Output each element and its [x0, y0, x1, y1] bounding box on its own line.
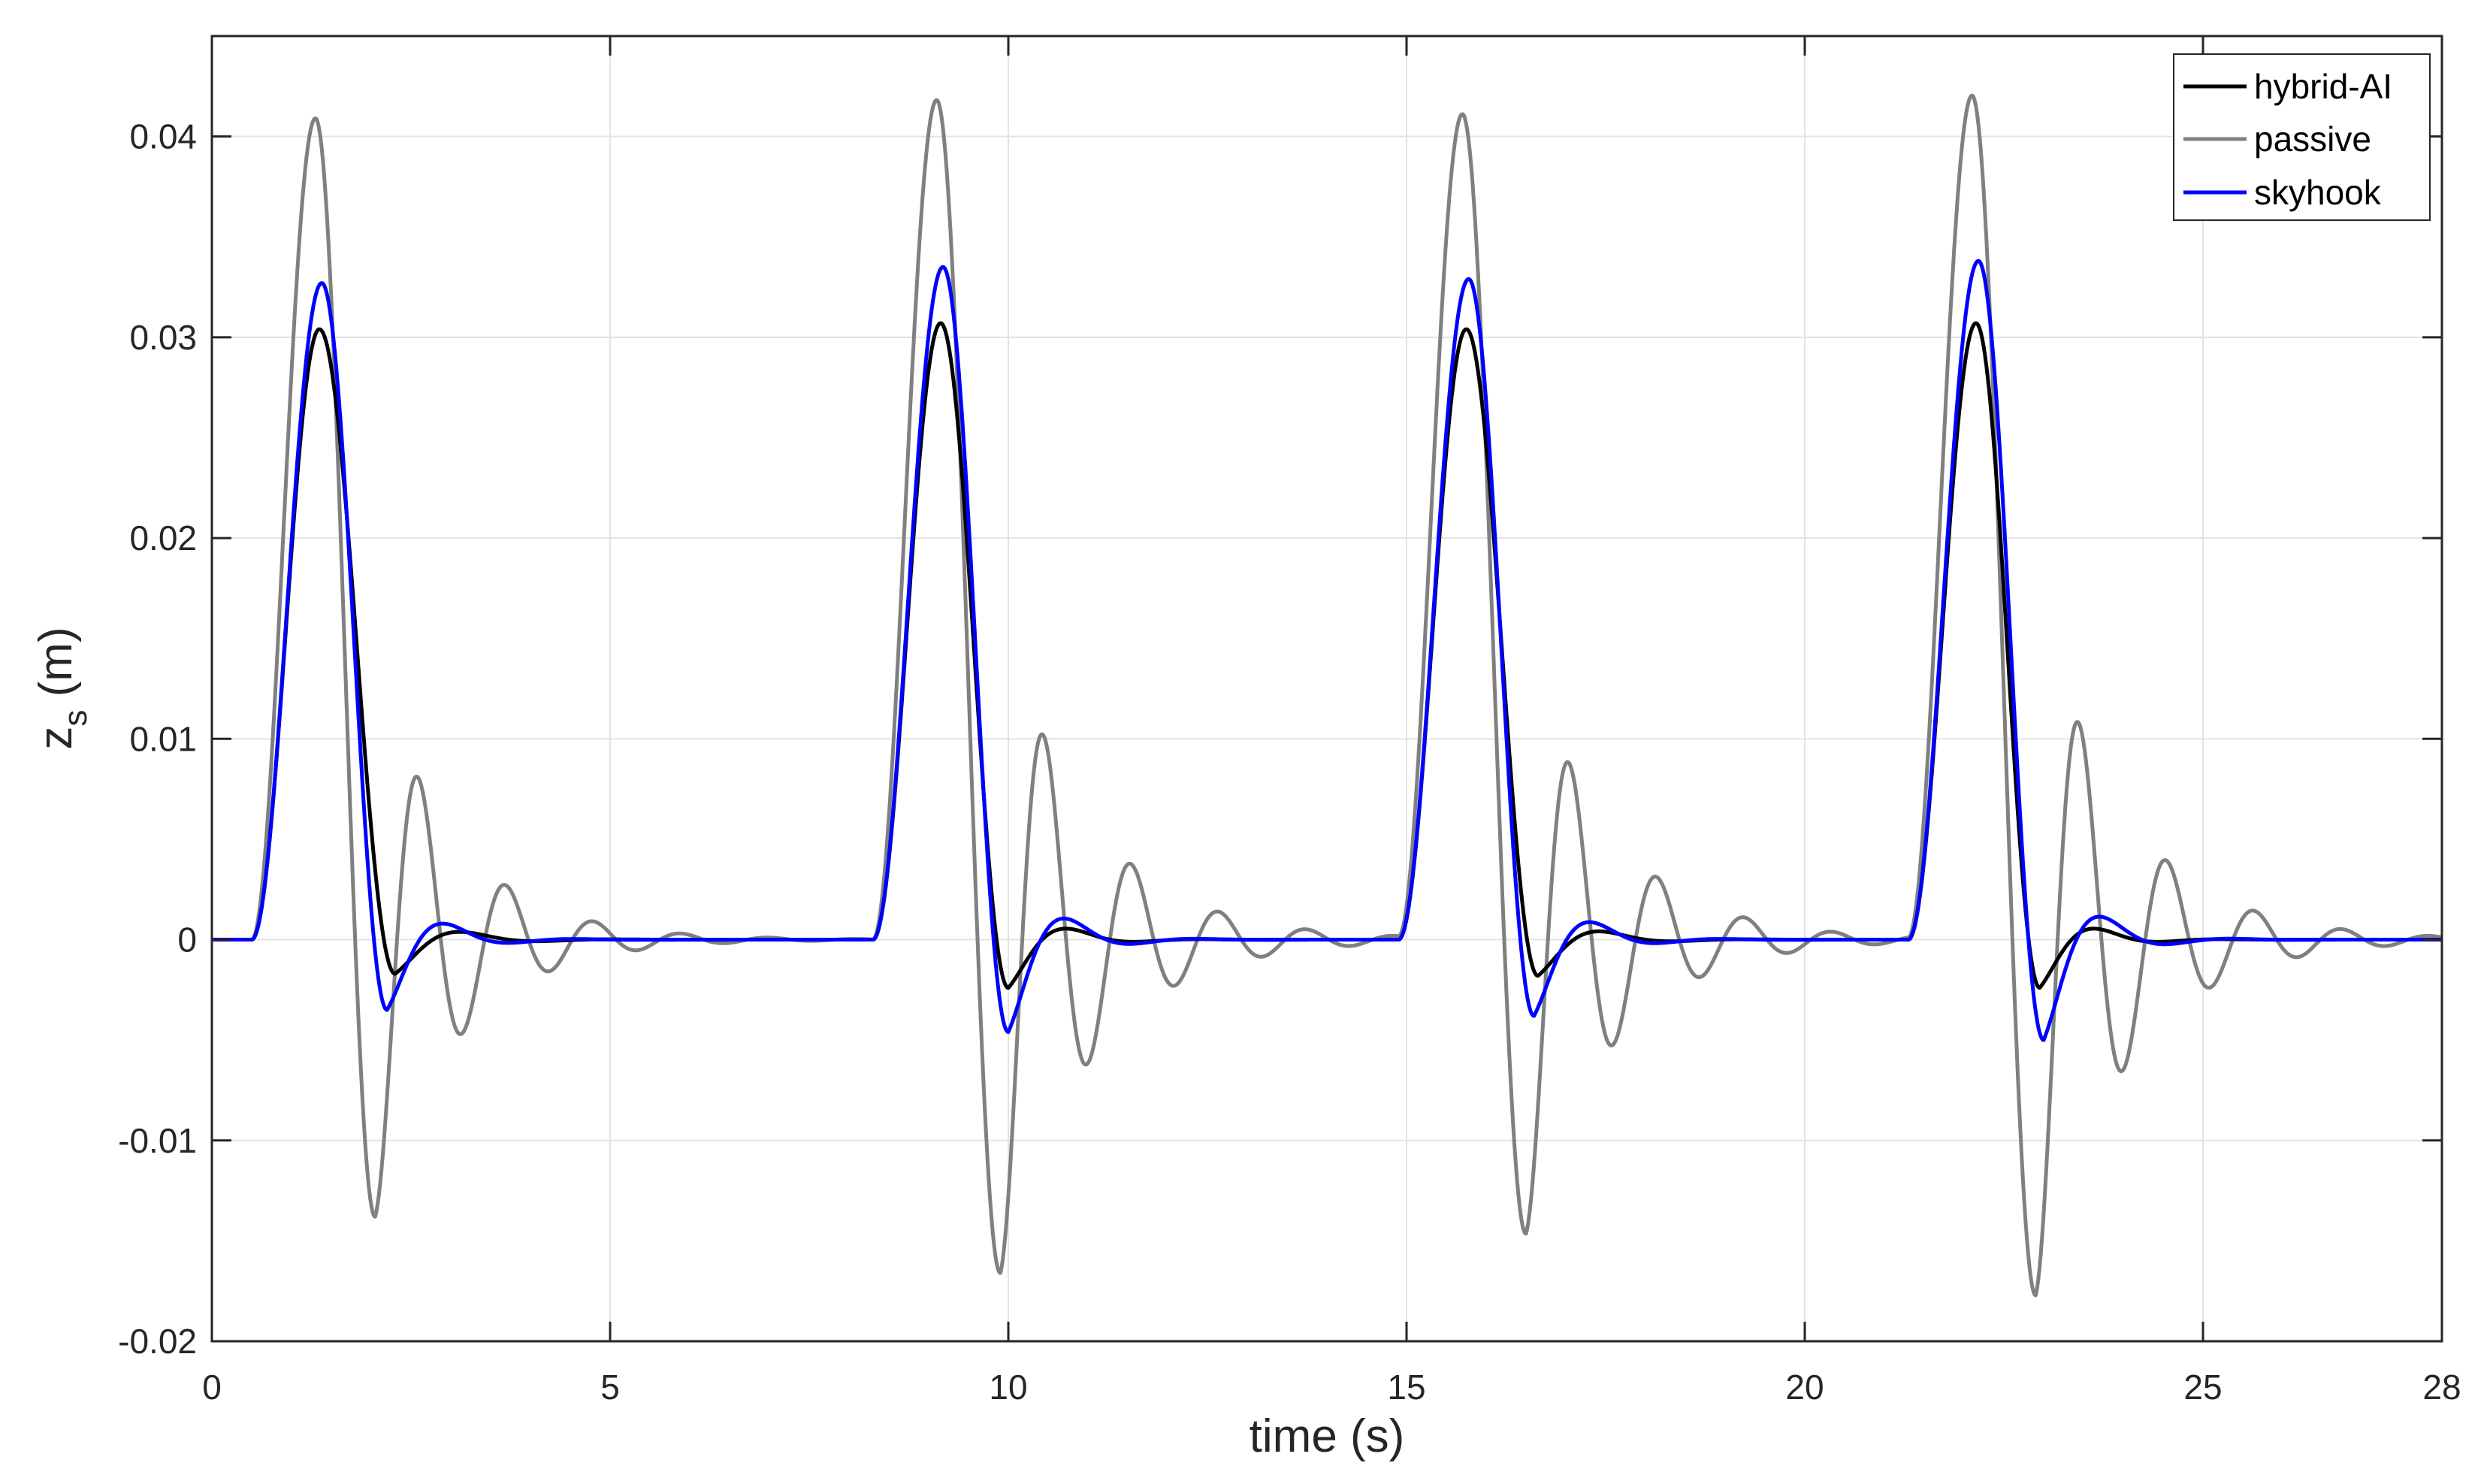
x-tick-label: 20	[1785, 1368, 1824, 1407]
plot-frame	[210, 35, 2443, 1343]
x-tick-label: 15	[1387, 1368, 1425, 1407]
y-tick-label: 0.02	[129, 518, 197, 558]
y-tick-label: -0.02	[118, 1322, 197, 1361]
y-axis-label-main: z	[30, 727, 82, 750]
y-tick-labels: -0.02 -0.01 0 0.01 0.02 0.03 0.04	[118, 117, 197, 1361]
y-axis-label: zs (m)	[30, 627, 94, 749]
legend-label-hybrid-ai: hybrid-AI	[2254, 67, 2392, 106]
x-tick-label: 28	[2422, 1368, 2461, 1407]
x-tick-label: 5	[600, 1368, 620, 1407]
y-axis-label-sub: s	[57, 710, 94, 727]
y-tick-label: 0.01	[129, 719, 197, 758]
legend-label-passive: passive	[2254, 119, 2371, 159]
series-layer	[210, 93, 2443, 1298]
x-tick-labels: 0 5 10 15 20 25 28	[202, 1368, 2461, 1407]
x-axis-label: time (s)	[1250, 1410, 1405, 1462]
y-tick-label: 0.04	[129, 117, 197, 156]
legend-label-skyhook: skyhook	[2254, 173, 2382, 212]
plot-area	[212, 36, 2442, 1341]
x-tick-label: 10	[989, 1368, 1027, 1407]
x-tick-label: 0	[202, 1368, 222, 1407]
y-axis-label-unit: (m)	[30, 627, 82, 709]
y-tick-label: 0	[177, 920, 197, 960]
y-tick-label: 0.03	[129, 318, 197, 357]
series-line-skyhook	[210, 258, 2443, 1042]
x-tick-label: 25	[2183, 1368, 2222, 1407]
y-tick-label: -0.01	[118, 1121, 197, 1160]
tick-marks	[210, 36, 2443, 1343]
legend: hybrid-AI passive skyhook	[2173, 53, 2431, 221]
